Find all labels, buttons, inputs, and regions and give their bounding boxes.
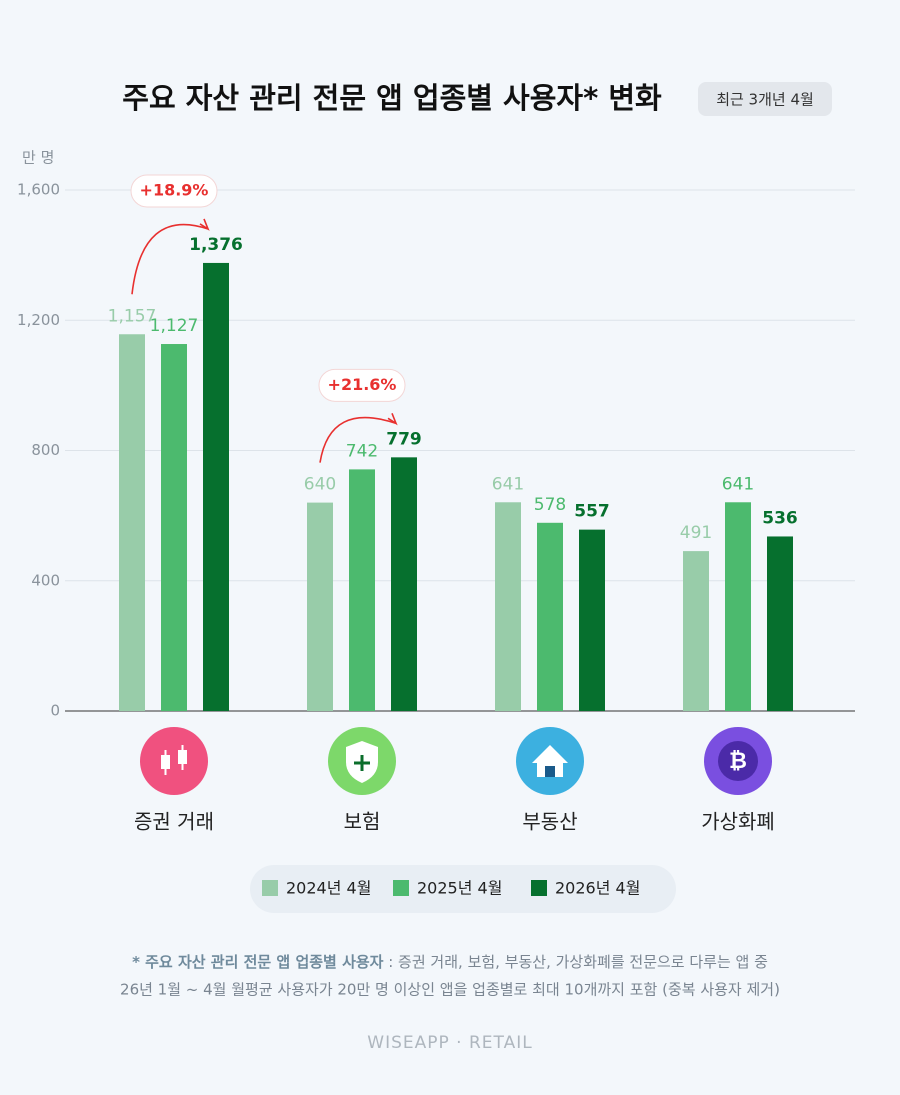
footnote-line2: 26년 1월 ~ 4월 월평균 사용자가 20만 명 이상인 앱을 업종별로 최… (120, 981, 780, 999)
icons: ₿ (140, 727, 772, 795)
footnote-term: * 주요 자산 관리 전문 앱 업종별 사용자 (132, 953, 384, 971)
icon-door (545, 766, 555, 777)
bar (349, 469, 375, 711)
value-label: 742 (346, 441, 378, 461)
annotation: +21.6% (328, 375, 397, 394)
bar (683, 551, 709, 711)
legend-bg (250, 865, 676, 913)
annotation-arrowhead (199, 218, 210, 231)
value-label: 640 (304, 475, 336, 495)
annotation-bg (318, 368, 406, 402)
x-tick-label: 증권 거래 (134, 810, 214, 834)
bar (203, 262, 229, 711)
footnote: * 주요 자산 관리 전문 앱 업종별 사용자 : 증권 거래, 보험, 부동산… (132, 953, 768, 971)
icon-house (532, 745, 568, 777)
icon-plus (354, 755, 370, 771)
y-tick-label: 400 (31, 571, 60, 589)
brand: WISEAPP · RETAIL (367, 1033, 532, 1053)
bar (495, 502, 521, 711)
y-axis-label: 만 명 (22, 149, 54, 167)
annotation-arrow (131, 223, 209, 295)
value-label: 578 (534, 495, 566, 515)
bar (767, 536, 793, 711)
value-label: 1,127 (150, 316, 199, 336)
legend-label: 2024년 4월 (286, 879, 371, 898)
legend-label: 2026년 4월 (555, 879, 640, 898)
chart-title: 주요 자산 관리 전문 앱 업종별 사용자* 변화 (122, 81, 662, 115)
y-tick-label: 0 (50, 702, 60, 720)
bar (579, 529, 605, 711)
y-tick-label: 800 (31, 441, 60, 459)
value-label: 641 (722, 474, 754, 494)
value-label: 1,157 (108, 306, 157, 326)
annotation-arrowhead (387, 413, 398, 426)
value-label: 491 (680, 523, 712, 543)
bar (725, 502, 751, 711)
x-tick-label: 가상화폐 (701, 810, 775, 834)
value-label: 641 (492, 474, 524, 494)
bar (119, 334, 145, 711)
legend-swatch (531, 880, 547, 896)
bar (307, 502, 333, 711)
legend-swatch (262, 880, 278, 896)
badge: 최근 3개년 4월 (716, 91, 814, 109)
legend-swatch (393, 880, 409, 896)
bar (161, 344, 187, 711)
icon-coin (718, 741, 758, 781)
icon-stock (140, 727, 208, 795)
badge-bg (698, 82, 832, 116)
value-label: 536 (762, 508, 798, 528)
x-tick-label: 보험 (344, 810, 381, 834)
x-tick-label: 부동산 (522, 810, 577, 834)
annotation: +18.9% (140, 180, 209, 199)
value-label: 1,376 (189, 235, 243, 255)
legend-label: 2025년 4월 (417, 879, 502, 898)
bar (537, 522, 563, 711)
bar (391, 457, 417, 711)
annotation-arrow (319, 416, 397, 463)
annotation-bg (130, 174, 218, 208)
value-label: 557 (574, 502, 610, 522)
value-label: 779 (386, 429, 422, 449)
y-tick-label: 1,600 (17, 181, 60, 199)
icon-coin-symbol: ₿ (729, 749, 747, 774)
footnote-text: : 증권 거래, 보험, 부동산, 가상화폐를 전문으로 다루는 앱 중 (383, 953, 767, 971)
y-tick-label: 1,200 (17, 311, 60, 329)
